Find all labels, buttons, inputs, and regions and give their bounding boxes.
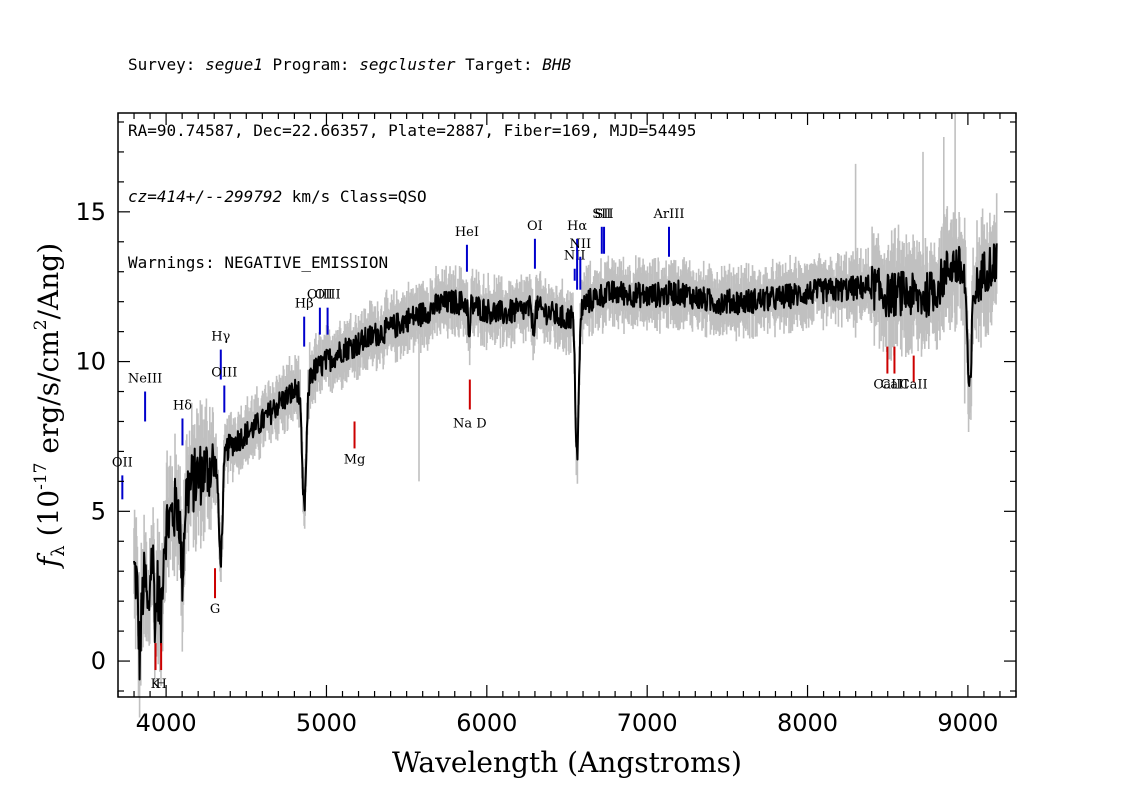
x-tick-label: 7000 — [617, 709, 678, 737]
absorption-line-label: K — [151, 677, 161, 692]
redshift-value: cz=414+/--299792 — [128, 187, 283, 206]
emission-line-label: OIII — [307, 288, 333, 303]
ylabel-post: /Ang) — [32, 243, 65, 320]
axis-ticks: 4000 5000 6000 7000 8000 9000 0 5 10 15 — [75, 113, 1017, 737]
survey-label: Survey: — [128, 55, 206, 74]
ylabel-exp1: -17 — [31, 462, 51, 489]
emission-line-label: ArIII — [652, 207, 684, 222]
absorption-line-label: H — [155, 677, 166, 692]
y-axis-title: fλ (10-17 erg/s/cm2/Ang) — [31, 243, 69, 569]
x-axis-title: Wavelength (Angstroms) — [392, 746, 742, 779]
ylabel-pre: (10 — [32, 490, 65, 545]
emission-line-label: OIII — [315, 288, 341, 303]
x-tick-label: 8000 — [777, 709, 838, 737]
x-tick-label: 5000 — [296, 709, 357, 737]
y-tick-label: 10 — [75, 348, 106, 376]
y-tick-label: 5 — [91, 497, 106, 525]
ylabel-sub: λ — [48, 545, 69, 556]
x-tick-label: 6000 — [456, 709, 517, 737]
flux-series — [133, 243, 998, 681]
absorption-line-label: Na D — [453, 416, 487, 431]
ylabel-exp2: 2 — [31, 319, 51, 330]
emission-line-label: SII — [594, 207, 613, 222]
x-tick-label: 9000 — [937, 709, 998, 737]
header-line-redshift: cz=414+/--299792 km/s Class=QSO — [128, 186, 696, 208]
emission-line-label: SII — [592, 207, 611, 222]
emission-line-label: Hβ — [295, 297, 314, 312]
ylabel-mid: erg/s/cm — [32, 330, 65, 462]
spectrum-header: Survey: segue1 Program: segcluster Targe… — [128, 10, 696, 296]
program-value: segcluster — [359, 55, 456, 74]
absorption-line-label: CaII — [880, 378, 908, 393]
emission-line-label: NII — [569, 237, 591, 252]
header-line-warnings: Warnings: NEGATIVE_EMISSION — [128, 253, 389, 272]
survey-value: segue1 — [205, 55, 263, 74]
absorption-line-label: CaII — [900, 378, 928, 393]
absorption-line-label: G — [210, 602, 220, 617]
y-tick-label: 0 — [91, 647, 106, 675]
y-tick-label: 15 — [75, 198, 106, 226]
emission-line-label: NeIII — [128, 372, 162, 387]
class-text: km/s Class=QSO — [282, 187, 427, 206]
flux-spectrum-path — [133, 243, 998, 681]
emission-line-label: OI — [527, 219, 543, 234]
absorption-line-label: CaII — [873, 378, 901, 393]
emission-line-label: OII — [112, 455, 133, 470]
target-label: Target: — [455, 55, 543, 74]
header-line-coordinates: RA=90.74587, Dec=22.66357, Plate=2887, F… — [128, 121, 697, 140]
emission-line-label: OIII — [211, 366, 237, 381]
emission-line-label: Hδ — [173, 398, 192, 413]
emission-line-label: HeI — [455, 225, 479, 240]
header-line-survey: Survey: segue1 Program: segcluster Targe… — [128, 54, 696, 76]
x-tick-label: 4000 — [136, 709, 197, 737]
emission-line-label: Hα — [567, 219, 587, 234]
program-label: Program: — [262, 55, 360, 74]
target-value: BHB — [542, 55, 572, 74]
absorption-line-label: Mg — [344, 452, 366, 467]
emission-line-label: Hγ — [211, 330, 230, 345]
